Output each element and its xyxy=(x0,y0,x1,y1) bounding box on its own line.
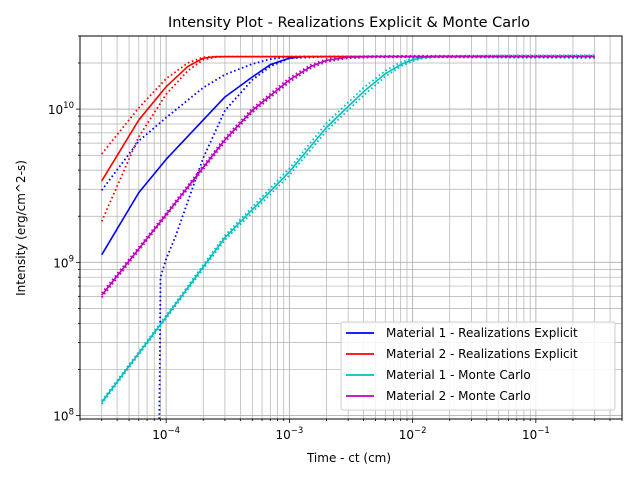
y-tick-label: 109 xyxy=(53,254,74,270)
x-tick-label: 10−4 xyxy=(152,426,180,442)
series-line-material-1-monte-carlo-bounds-8 xyxy=(100,56,595,405)
y-tick-label: 108 xyxy=(53,408,74,424)
axis-ticks: 10−4 10−3 10−2 10−1 108 109 1010 xyxy=(48,35,623,442)
plot-area: 10−4 10−3 10−2 10−1 108 109 1010 xyxy=(48,35,623,442)
x-tick-label: 10−2 xyxy=(399,426,427,442)
legend: Material 1 - Realizations Explicit Materi… xyxy=(340,321,616,411)
x-tick-label: 10−1 xyxy=(522,426,550,442)
y-axis-label: Intensity (erg/cm^2-s) xyxy=(14,160,28,296)
series-line-material-2-monte-carlo-bounds-11 xyxy=(100,56,595,299)
x-tick-label: 10−3 xyxy=(275,426,303,442)
series-line-material-1-realizations-explicit-bounds-2 xyxy=(158,55,595,420)
plot-frame xyxy=(79,35,623,420)
legend-label: Material 1 - Monte Carlo xyxy=(386,368,531,382)
x-axis-label: Time - ct (cm) xyxy=(306,451,391,465)
series-layer xyxy=(100,54,595,420)
series-line-material-2-monte-carlo-bounds-10 xyxy=(100,54,595,294)
legend-label: Material 2 - Monte Carlo xyxy=(386,389,531,403)
chart-title: Intensity Plot - Realizations Explicit &… xyxy=(168,15,530,31)
series-line-material-2-monte-carlo-9 xyxy=(101,55,595,296)
legend-box xyxy=(340,321,616,411)
legend-label: Material 2 - Realizations Explicit xyxy=(386,347,578,361)
series-line-material-1-monte-carlo-bounds-7 xyxy=(100,54,595,402)
legend-label: Material 1 - Realizations Explicit xyxy=(386,326,578,340)
y-tick-label: 1010 xyxy=(48,101,74,117)
series-line-material-2-realizations-explicit-bounds-4 xyxy=(100,55,595,155)
